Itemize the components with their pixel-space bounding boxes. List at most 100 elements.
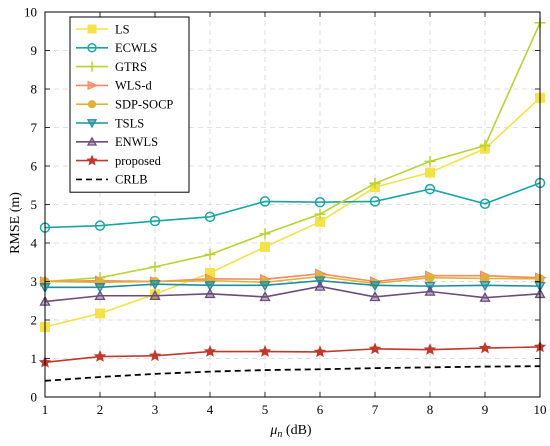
series-gtrs (39, 17, 546, 287)
legend-label: SDP-SOCP (115, 98, 173, 112)
x-tick-label: 10 (534, 402, 547, 417)
x-tick-label: 9 (482, 402, 489, 417)
data-point (259, 281, 271, 292)
y-tick-label: 6 (31, 159, 38, 174)
data-point (204, 249, 216, 261)
legend-marker (87, 100, 97, 109)
legend-label: WLS-d (115, 79, 153, 93)
legend-marker (87, 61, 97, 72)
series-line (44, 285, 541, 303)
x-tick-label: 2 (97, 402, 104, 417)
data-point (204, 211, 216, 223)
data-point (260, 241, 270, 252)
legend-entry: SDP-SOCP (76, 98, 173, 112)
data-point (368, 342, 382, 355)
series-line (45, 279, 541, 289)
data-point (425, 273, 435, 283)
legend-label: ECWLS (115, 41, 157, 55)
series-line (44, 346, 541, 364)
legend-label: GTRS (115, 60, 147, 74)
data-point (424, 183, 436, 195)
x-tick-label: 6 (317, 402, 324, 417)
y-tick-label: 8 (31, 82, 38, 97)
y-tick-label: 9 (31, 43, 38, 58)
data-point (424, 155, 436, 167)
x-axis-label-unit: (dB) (282, 423, 312, 438)
x-tick-label: 3 (152, 402, 159, 417)
data-point (94, 220, 106, 231)
y-tick-label: 7 (31, 120, 38, 135)
x-axis-label-subscript: n (277, 429, 282, 440)
data-point (479, 198, 491, 209)
series-proposed (38, 340, 547, 368)
legend-marker (86, 136, 98, 146)
data-point (149, 215, 161, 227)
y-tick-label: 4 (31, 236, 38, 251)
plot-frame (44, 11, 541, 398)
legend-entry: GTRS (76, 60, 147, 74)
y-axis-label: RMSE (m) (8, 192, 23, 254)
data-point (203, 345, 217, 357)
series-line (44, 182, 541, 229)
x-tick-label: 4 (207, 402, 214, 417)
series-line (44, 22, 541, 283)
legend-entry: TSLS (76, 116, 144, 130)
x-tick-label: 5 (262, 402, 269, 417)
data-point (204, 281, 216, 292)
legend-marker (87, 43, 97, 53)
data-point (478, 341, 492, 354)
data-point (259, 196, 271, 207)
series-line (44, 275, 541, 285)
data-point (314, 208, 326, 220)
y-tick-label: 10 (24, 5, 37, 20)
series-line (44, 97, 541, 328)
legend-entry: LS (76, 22, 130, 36)
data-point (314, 196, 326, 208)
legend-label: proposed (115, 154, 162, 168)
data-point (369, 177, 381, 189)
x-axis-label-symbol: μ (269, 423, 277, 438)
data-point (93, 350, 107, 362)
legend-entry: CRLB (76, 173, 148, 187)
legend-entry: WLS-d (76, 79, 153, 93)
data-point (94, 289, 106, 300)
data-point (94, 283, 106, 294)
data-point (369, 196, 381, 207)
data-point (424, 285, 436, 296)
data-point (369, 291, 381, 302)
data-point (259, 291, 271, 302)
legend-entry: ECWLS (76, 41, 157, 55)
data-point (479, 291, 491, 302)
data-point (149, 289, 161, 300)
x-tick-label: 1 (42, 402, 49, 417)
data-point (369, 281, 381, 292)
legend-entry: ENWLS (76, 135, 158, 149)
legend-marker (86, 154, 98, 166)
legend: LS ECWLS GTRS WLS-d SDP-SOCP TSLS ENWLS propose… (69, 16, 190, 193)
legend-label: ENWLS (115, 135, 158, 149)
data-point (479, 140, 491, 152)
legend-label: TSLS (115, 116, 144, 130)
data-point (204, 287, 216, 299)
series-line (44, 365, 541, 382)
y-tick-label: 3 (31, 274, 38, 289)
legend-marker (87, 24, 97, 34)
series-layer (38, 17, 547, 382)
y-tick-label: 0 (31, 390, 38, 405)
data-point (479, 281, 491, 292)
y-tick-label: 1 (31, 351, 38, 366)
legend-marker (86, 119, 98, 129)
y-tick-label: 5 (31, 197, 38, 212)
series-tsls (39, 276, 546, 294)
y-tick-label: 2 (31, 313, 38, 328)
data-point (95, 308, 105, 319)
series-crlb (44, 365, 541, 382)
data-point (423, 343, 437, 355)
legend-entry: proposed (76, 154, 162, 168)
data-point (148, 349, 162, 362)
data-point (259, 228, 271, 240)
data-point (314, 280, 326, 291)
data-point (425, 167, 435, 178)
